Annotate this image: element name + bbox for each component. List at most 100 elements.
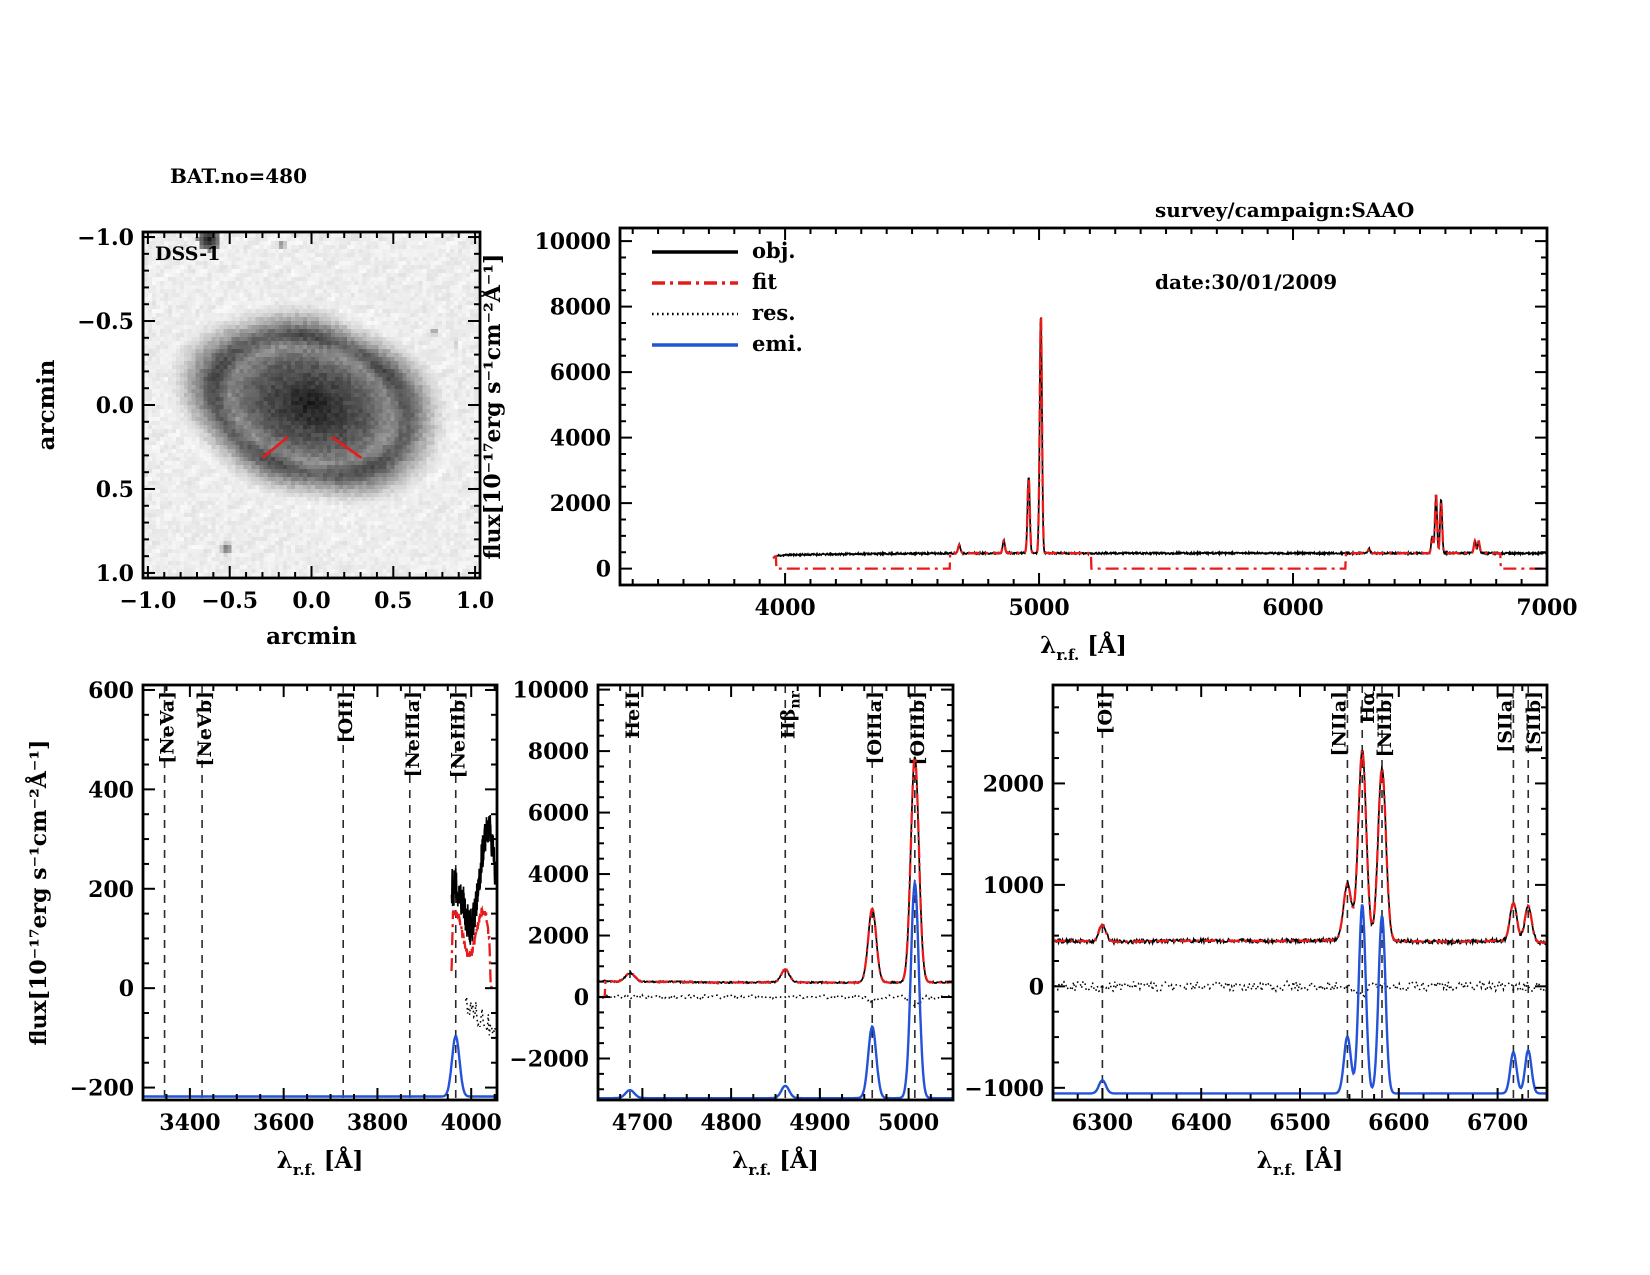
panel-zoom-blue: [NeVa] [NeVb] [OII] [NeIIIa] [NeIIIb] 3400 360…: [25, 678, 502, 1179]
image-source-label: DSS-1: [155, 243, 220, 265]
x-tick-label: 4800: [701, 1110, 762, 1136]
marker-label-[NeVa]: [NeVa]: [157, 691, 179, 764]
series-res: [1053, 978, 1547, 999]
y-tick-label: 0: [119, 976, 134, 1002]
legend-label-res.: res.: [752, 300, 796, 325]
series-fit: [450, 905, 493, 989]
legend-label-fit: fit: [752, 269, 777, 294]
series-obj: [598, 756, 953, 985]
x-tick-label: 4900: [789, 1110, 850, 1136]
marker-label-[SIIb]: [SIIb]: [1523, 691, 1545, 754]
y-tick-label: 1.0: [96, 561, 134, 587]
y-tick-label: −200: [70, 1076, 134, 1102]
x-tick-label: 3600: [253, 1110, 314, 1136]
panel-galaxy: −1.0 −0.5 0.0 0.5 1.0 1.0 0.5 0.0 −0.5 −1.0 arcmin…: [33, 225, 494, 650]
x-tick-label: 3400: [159, 1110, 220, 1136]
y-tick-label: 10000: [534, 229, 611, 255]
series-fit: [1053, 745, 1547, 945]
series-group: [598, 752, 953, 1100]
series-fit: [599, 752, 953, 999]
series-group: [143, 814, 497, 1098]
series-emi: [143, 1035, 497, 1098]
marker-label-[SIIa]: [SIIa]: [1494, 691, 1516, 753]
series-fit: [772, 316, 1547, 570]
marker-label-[NIIb]: [NIIb]: [1374, 691, 1396, 757]
marker-label-Hβ: Hβnr: [777, 690, 803, 739]
y-tick-label: 0.0: [96, 393, 134, 419]
x-axis-label: λr.f. [Å]: [277, 1147, 364, 1179]
legend: obj. fit res. emi.: [652, 238, 803, 356]
x-tick-label: 3800: [347, 1110, 408, 1136]
x-axis-label: λr.f. [Å]: [732, 1147, 819, 1179]
y-tick-label: 6000: [550, 360, 611, 386]
marker-label-[NeVb]: [NeVb]: [194, 691, 216, 766]
axis-ticks: [142, 685, 497, 1100]
y-tick-label: −2000: [509, 1047, 589, 1073]
x-tick-label: 4700: [612, 1110, 673, 1136]
y-tick-label: −1000: [964, 1076, 1044, 1102]
panel-frame: [141, 230, 482, 580]
y-axis-label: flux[10⁻¹⁷erg s⁻¹cm⁻²Å⁻¹]: [25, 740, 52, 1046]
series-res: [464, 996, 497, 1036]
x-axis-label: arcmin: [266, 623, 357, 650]
axis-ticks: [1052, 685, 1548, 1100]
y-tick-label: 4000: [550, 426, 611, 452]
axis-ticks: [143, 232, 480, 578]
y-axis-label: arcmin: [33, 359, 60, 450]
x-tick-label: 4000: [754, 595, 815, 621]
y-tick-label: 4000: [528, 862, 589, 888]
axis-ticks: [597, 685, 954, 1100]
y-tick-label: 8000: [550, 295, 611, 321]
x-tick-label: 6400: [1171, 1110, 1232, 1136]
y-tick-label: 6000: [528, 801, 589, 827]
marker-label-[NeIIIb]: [NeIIIb]: [448, 691, 470, 778]
x-tick-label: 6300: [1072, 1110, 1133, 1136]
y-tick-label: −1.0: [77, 225, 134, 251]
panel-frame: [618, 226, 1549, 587]
survey-campaign: survey/campaign:SAAO: [1155, 198, 1415, 222]
marker-label-[OIIIb]: [OIIIb]: [907, 691, 929, 765]
panel-frame: [1051, 683, 1549, 1102]
x-axis-label: λr.f. [Å]: [1257, 1147, 1344, 1179]
marker-label-[NIIa]: [NIIa]: [1328, 691, 1350, 756]
series-group: [1053, 745, 1547, 1095]
x-axis-label: λr.f. [Å]: [1040, 632, 1127, 664]
y-tick-label: 600: [88, 678, 134, 704]
y-tick-label: 10000: [512, 678, 589, 704]
x-tick-label: 6600: [1368, 1110, 1429, 1136]
series-emi: [598, 878, 953, 1100]
y-axis-label: flux[10⁻¹⁷erg s⁻¹cm⁻²Å⁻¹]: [479, 254, 506, 560]
y-tick-label: 2000: [983, 771, 1044, 797]
x-tick-label: 0.0: [292, 588, 330, 614]
x-tick-label: −1.0: [120, 588, 177, 614]
survey-date: date:30/01/2009: [1155, 270, 1338, 294]
x-tick-label: 1.0: [456, 588, 494, 614]
y-tick-label: 0.5: [96, 477, 134, 503]
y-tick-label: 2000: [528, 924, 589, 950]
y-tick-label: 200: [88, 877, 134, 903]
x-tick-label: −0.5: [201, 588, 258, 614]
legend-label-emi.: emi.: [752, 331, 803, 356]
panel-zoom-hbeta: HeII Hβnr [OIIIa] [OIIIb] 4700 4800 4900 5000 −2…: [509, 678, 955, 1179]
survey-info-block: survey/campaign:SAAO date:30/01/2009: [1155, 150, 1414, 342]
galaxy-dss-image: [144, 233, 478, 577]
series-obj: [772, 317, 1547, 559]
x-tick-label: 0.5: [374, 588, 412, 614]
legend-label-obj.: obj.: [752, 238, 796, 263]
panel-spectrum-full: 4000 5000 6000 7000 0 2000 4000 6000 8000 10000 λr…: [479, 226, 1578, 664]
x-tick-label: 7000: [1516, 595, 1577, 621]
marker-label-[OIIIa]: [OIIIa]: [864, 691, 886, 765]
panel-zoom-halpha: [OI] [NIIa] Hα[NIIb] [SIIa] [SIIb] 6300 6400 65…: [964, 683, 1549, 1179]
y-tick-label: 1000: [983, 873, 1044, 899]
y-tick-label: 0: [596, 557, 611, 583]
marker-label-HeII: HeII: [622, 691, 644, 739]
x-tick-label: 4000: [441, 1110, 502, 1136]
x-tick-label: 5000: [878, 1110, 939, 1136]
y-tick-label: 400: [88, 777, 134, 803]
slit-mark-1: [331, 435, 363, 459]
y-tick-label: 8000: [528, 739, 589, 765]
series-obj: [450, 814, 497, 945]
panel-frame: [141, 683, 499, 1102]
